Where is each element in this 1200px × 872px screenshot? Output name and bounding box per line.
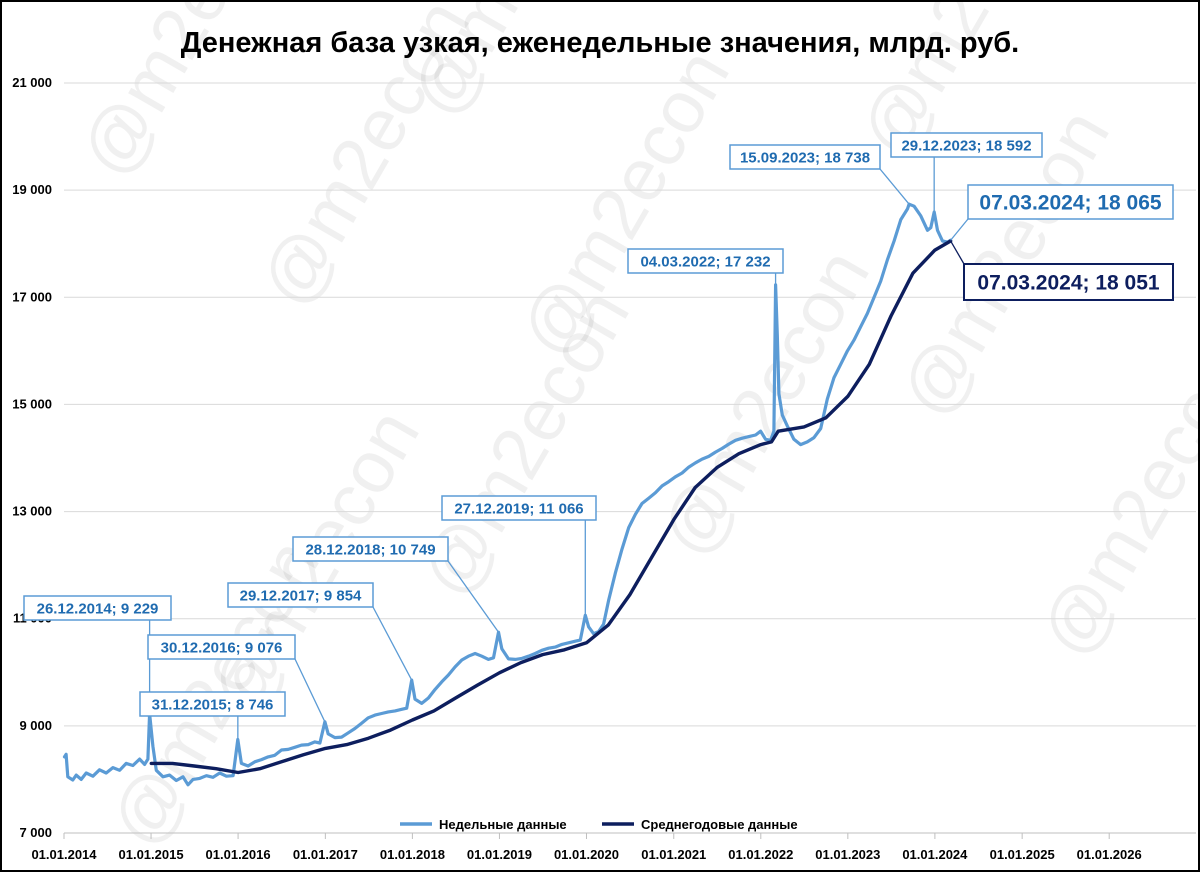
watermark-layer: @m2econ@m2econ@m2econ @m2econ@m2econ@m2ec… (64, 2, 1198, 860)
x-tick-label: 01.01.2018 (380, 847, 445, 862)
annotation-label: 30.12.2016; 9 076 (161, 639, 283, 656)
annotation-box (292, 536, 449, 562)
annotation-label: 31.12.2015; 8 746 (152, 696, 274, 713)
annotation-label: 07.03.2024; 18 065 (979, 192, 1161, 215)
annotation-box (627, 248, 784, 274)
annotation-box (729, 144, 881, 170)
weekly-series-line (62, 202, 953, 787)
annotation-leader-line (447, 560, 500, 633)
y-tick-label: 21 000 (12, 75, 52, 90)
legend-label: Недельные данные (439, 817, 567, 832)
x-tick-label: 01.01.2024 (902, 847, 968, 862)
y-tick-label: 17 000 (12, 289, 52, 304)
x-tick-label: 01.01.2021 (641, 847, 706, 862)
annotation-leader-line (879, 168, 910, 205)
annotation-box (967, 184, 1174, 220)
x-tick-label: 01.01.2020 (554, 847, 619, 862)
annotation-box (139, 691, 286, 717)
x-tick-label: 01.01.2015 (119, 847, 184, 862)
x-tick-label: 01.01.2023 (815, 847, 880, 862)
annotation-leader-line (950, 240, 965, 265)
x-axis: 01.01.2014 01.01.2015 01.01.2016 01.01.2017… (31, 832, 1196, 862)
x-tick-label: 01.01.2019 (467, 847, 532, 862)
annotation-box (23, 595, 172, 621)
annual-average-series-line (149, 239, 953, 775)
y-tick-label: 15 000 (12, 396, 52, 411)
annotation-label: 29.12.2017; 9 854 (240, 587, 362, 604)
annotation-leader-line (294, 658, 326, 723)
annotation-label: 27.12.2019; 11 066 (454, 500, 583, 517)
legend-label: Среднегодовые данные (641, 817, 798, 832)
annotation-label: 26.12.2014; 9 229 (37, 600, 159, 617)
annotation-box (963, 263, 1174, 301)
watermark-text: @m2econ (644, 235, 885, 570)
annotation-box (890, 132, 1043, 158)
y-tick-label: 9 000 (19, 718, 52, 733)
x-tick-label: 01.01.2025 (990, 847, 1055, 862)
y-tick-label: 7 000 (19, 825, 52, 840)
series-layer (62, 202, 953, 787)
annotation-label: 07.03.2024; 18 051 (977, 272, 1159, 295)
x-tick-label: 01.01.2016 (206, 847, 271, 862)
annotation-box (441, 495, 597, 521)
annotation-leader-line (950, 218, 969, 241)
annotation-leader-line (372, 606, 413, 681)
annotation-box (147, 634, 296, 660)
x-tick-label: 01.01.2014 (31, 847, 97, 862)
x-tick-label: 01.01.2026 (1077, 847, 1142, 862)
annotation-label: 04.03.2022; 17 232 (640, 253, 770, 270)
y-tick-label: 19 000 (12, 182, 52, 197)
watermark-text: @m2econ (1024, 335, 1198, 670)
y-tick-label: 13 000 (12, 504, 52, 519)
annotation-layer: 26.12.2014; 9 229 31.12.2015; 8 746 30.12.… (23, 132, 1174, 740)
x-tick-label: 01.01.2017 (293, 847, 358, 862)
annotation-label: 15.09.2023; 18 738 (740, 149, 870, 166)
x-tick-label: 01.01.2022 (728, 847, 793, 862)
annotation-box (227, 582, 374, 608)
annotation-label: 28.12.2018; 10 749 (305, 541, 435, 558)
legend: Недельные данные Среднегодовые данные (400, 817, 798, 832)
annotation-label: 29.12.2023; 18 592 (901, 137, 1031, 154)
chart-title: Денежная база узкая, еженедельные значен… (181, 27, 1020, 59)
